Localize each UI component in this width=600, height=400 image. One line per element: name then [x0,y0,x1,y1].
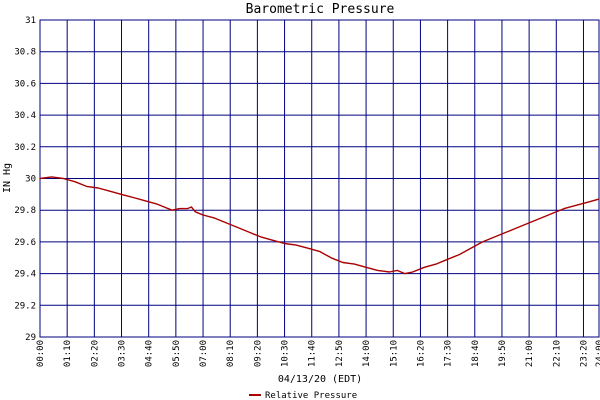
y-tick-label: 30.4 [14,111,36,121]
x-axis-label: 04/13/20 (EDT) [278,374,362,385]
x-tick-label: 02:20 [90,340,100,367]
x-tick-label: 24:00 [595,340,600,367]
y-tick-label: 29.6 [14,238,36,248]
y-tick-label: 30.8 [14,48,36,58]
y-tick-label: 30.6 [14,79,36,89]
x-axis-ticks: 00:00 01:10 02:20 03:30 04:40 05:50 07:00 08:10… [36,340,600,367]
y-tick-label: 29 [25,333,36,343]
y-tick-label: 29.4 [14,270,36,280]
legend-label: Relative Pressure [265,391,357,400]
chart-title: Barometric Pressure [246,2,395,17]
y-axis-label: IN Hg [2,163,13,193]
grid-lines [39,19,600,338]
x-tick-label: 14:00 [362,340,372,367]
legend: Relative Pressure [249,391,357,400]
y-tick-label: 30.2 [14,143,36,153]
x-tick-label: 05:50 [172,340,182,367]
y-tick-label: 31 [25,16,36,26]
x-tick-label: 11:40 [308,340,318,367]
y-tick-label: 30 [25,175,36,185]
x-tick-label: 00:00 [36,340,46,367]
x-tick-label: 21:00 [525,340,535,367]
x-tick-label: 15:10 [389,340,399,367]
x-tick-label: 22:10 [552,340,562,367]
x-tick-label: 18:40 [471,340,481,367]
x-tick-label: 19:50 [498,340,508,367]
x-tick-label: 16:20 [416,340,426,367]
x-tick-label: 10:30 [281,340,291,367]
x-tick-label: 23:20 [579,340,589,367]
x-tick-label: 09:20 [253,340,263,367]
series-group [39,176,600,275]
x-tick-label: 12:50 [335,340,345,367]
series-line-relative-pressure [39,176,600,275]
x-tick-label: 07:00 [199,340,209,367]
x-tick-label: 03:30 [118,340,128,367]
y-tick-label: 29.8 [14,206,36,216]
x-tick-label: 01:10 [63,340,73,367]
x-tick-label: 17:30 [444,340,454,367]
x-tick-label: 04:40 [145,340,155,367]
x-tick-label: 08:10 [226,340,236,367]
y-axis-ticks: 29 29.2 29.4 29.6 29.8 30 30.2 30.4 30.6 30.8 31 [14,16,36,343]
y-tick-label: 29.2 [14,301,36,311]
